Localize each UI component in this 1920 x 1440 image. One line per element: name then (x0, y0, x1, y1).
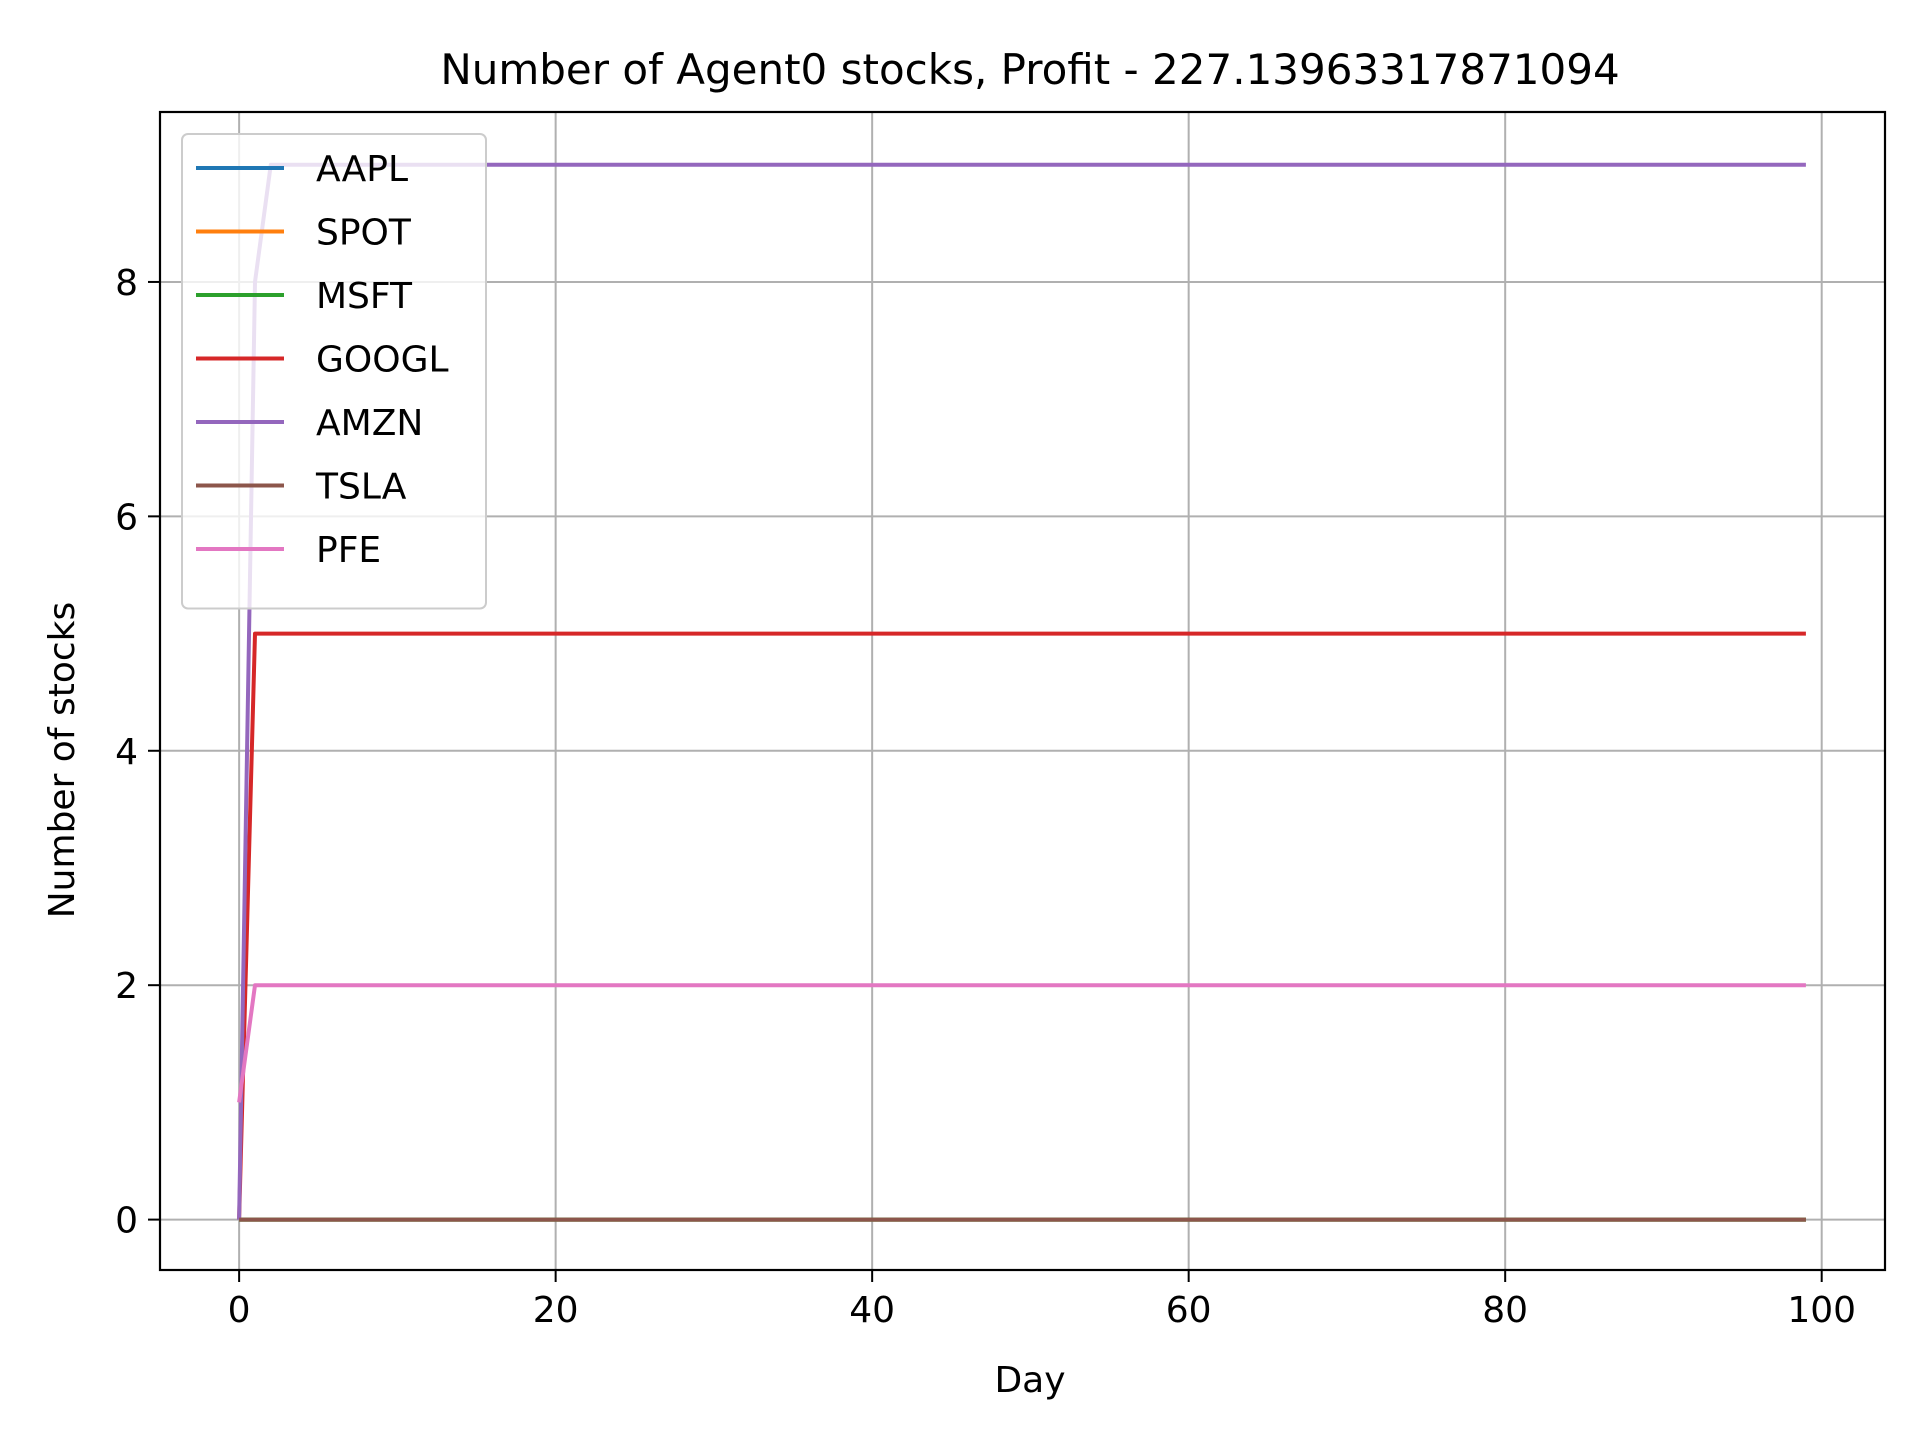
chart-title: Number of Agent0 stocks, Profit - 227.13… (440, 45, 1619, 94)
x-tick-label: 60 (1166, 1290, 1212, 1331)
axis-ticks: 0 20 40 60 80 100 0 2 4 6 8 (115, 263, 1856, 1331)
y-tick-label: 4 (115, 732, 138, 773)
x-tick-label: 20 (533, 1290, 579, 1331)
series-line-pfe (237, 983, 1806, 1103)
y-tick-label: 2 (115, 966, 138, 1007)
y-axis-label: Number of stocks (42, 602, 83, 919)
y-tick-label: 6 (115, 497, 138, 538)
legend-label-tsla: TSLA (315, 467, 407, 508)
legend-label-msft: MSFT (316, 276, 413, 317)
x-axis-label: Day (994, 1360, 1065, 1401)
y-tick-label: 0 (115, 1201, 138, 1242)
plot-frame (158, 110, 1887, 1272)
legend-label-googl: GOOGL (316, 340, 449, 381)
x-tick-label: 80 (1482, 1290, 1528, 1331)
legend-label-spot: SPOT (316, 213, 412, 254)
legend-label-aapl: AAPL (316, 149, 408, 190)
x-tick-label: 40 (849, 1290, 895, 1331)
legend-label-amzn: AMZN (316, 403, 423, 444)
x-tick-label: 100 (1787, 1290, 1856, 1331)
y-tick-label: 8 (115, 263, 138, 304)
x-tick-label: 0 (228, 1290, 251, 1331)
legend-label-pfe: PFE (316, 530, 381, 571)
legend: AAPL SPOT MSFT GOOGL AMZN TSLA PFE (181, 133, 487, 610)
legend-box (181, 133, 487, 610)
series-group (237, 162, 1806, 1222)
